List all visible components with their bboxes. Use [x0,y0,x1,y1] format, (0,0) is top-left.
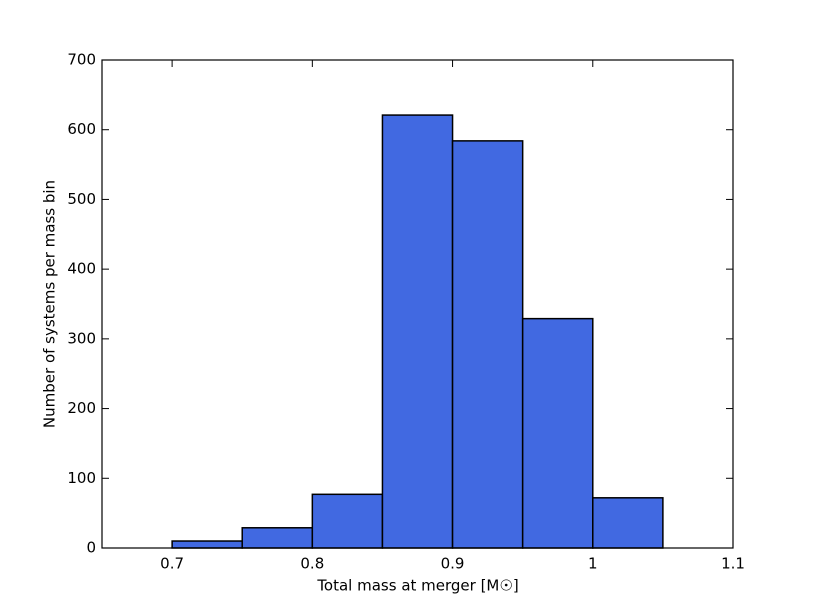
plot-frame [101,59,734,549]
y-tick-label: 500 [67,190,96,208]
y-tick-label: 200 [67,399,96,417]
bar [381,114,454,549]
x-tick-label: 0.8 [300,555,324,573]
bar [241,527,314,549]
y-tick-label: 600 [67,120,96,138]
y-tick-label: 0 [86,539,96,557]
y-tick-label: 300 [67,329,96,347]
y-tick-label: 700 [67,51,96,69]
bar [171,540,243,549]
x-tick-label: 1.1 [721,555,745,573]
bar [311,493,384,549]
y-tick-label: 400 [67,260,96,278]
y-tick-label: 100 [67,469,96,487]
y-axis-label: Number of systems per mass bin [41,180,59,428]
bar [592,497,664,549]
x-axis-label: Total mass at merger [M☉] [316,577,518,595]
x-tick-label: 1 [588,555,598,573]
bar [521,317,594,549]
bar [451,140,524,549]
x-tick-label: 0.7 [160,555,184,573]
x-tick-label: 0.9 [441,555,465,573]
